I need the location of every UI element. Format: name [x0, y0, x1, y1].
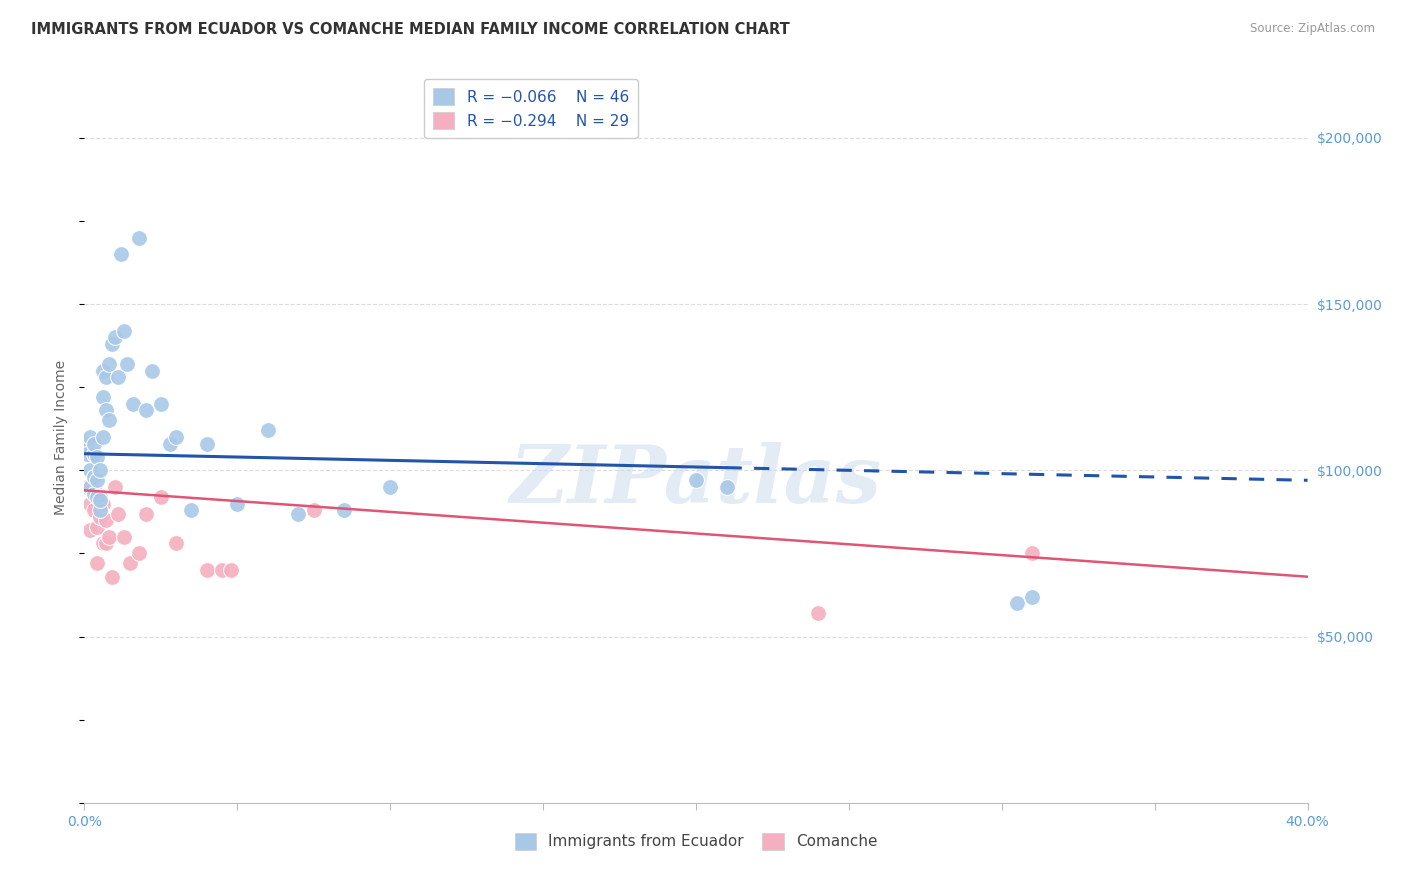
- Point: [94, 536, 117, 550]
- Point: [716, 480, 738, 494]
- Point: [94, 513, 117, 527]
- Point: [86, 473, 108, 487]
- Point: [135, 507, 157, 521]
- Point: [91, 390, 114, 404]
- Point: [89, 503, 111, 517]
- Point: [83, 470, 105, 484]
- Point: [91, 363, 114, 377]
- Point: [1005, 596, 1028, 610]
- Point: [120, 557, 142, 571]
- Point: [83, 486, 105, 500]
- Point: [79, 523, 101, 537]
- Point: [211, 563, 233, 577]
- Point: [128, 230, 150, 244]
- Point: [1021, 546, 1043, 560]
- Point: [104, 330, 127, 344]
- Point: [101, 570, 124, 584]
- Point: [91, 430, 114, 444]
- Point: [94, 370, 117, 384]
- Point: [104, 480, 127, 494]
- Point: [685, 473, 707, 487]
- Point: [333, 503, 356, 517]
- Text: ZIPatlas: ZIPatlas: [510, 442, 882, 520]
- Point: [287, 507, 309, 521]
- Point: [79, 480, 101, 494]
- Text: Source: ZipAtlas.com: Source: ZipAtlas.com: [1250, 22, 1375, 36]
- Point: [97, 413, 120, 427]
- Legend: Immigrants from Ecuador, Comanche: Immigrants from Ecuador, Comanche: [508, 825, 884, 857]
- Point: [165, 536, 187, 550]
- Point: [86, 450, 108, 464]
- Point: [219, 563, 242, 577]
- Text: IMMIGRANTS FROM ECUADOR VS COMANCHE MEDIAN FAMILY INCOME CORRELATION CHART: IMMIGRANTS FROM ECUADOR VS COMANCHE MEDI…: [31, 22, 790, 37]
- Point: [76, 447, 98, 461]
- Point: [257, 424, 280, 438]
- Point: [89, 509, 111, 524]
- Point: [112, 324, 135, 338]
- Point: [195, 563, 218, 577]
- Point: [89, 463, 111, 477]
- Point: [101, 337, 124, 351]
- Point: [226, 497, 249, 511]
- Point: [83, 503, 105, 517]
- Point: [180, 503, 202, 517]
- Point: [165, 430, 187, 444]
- Point: [107, 507, 129, 521]
- Point: [86, 490, 108, 504]
- Point: [79, 497, 101, 511]
- Point: [1021, 590, 1043, 604]
- Point: [79, 430, 101, 444]
- Point: [86, 557, 108, 571]
- Point: [110, 247, 132, 261]
- Point: [94, 403, 117, 417]
- Point: [149, 397, 172, 411]
- Point: [83, 480, 105, 494]
- Point: [79, 463, 101, 477]
- Point: [97, 357, 120, 371]
- Point: [86, 520, 108, 534]
- Point: [83, 447, 105, 461]
- Point: [122, 397, 145, 411]
- Point: [807, 607, 830, 621]
- Point: [141, 363, 163, 377]
- Point: [89, 490, 111, 504]
- Point: [195, 436, 218, 450]
- Point: [89, 493, 111, 508]
- Point: [83, 436, 105, 450]
- Point: [91, 497, 114, 511]
- Point: [76, 436, 98, 450]
- Point: [380, 480, 402, 494]
- Point: [128, 546, 150, 560]
- Point: [302, 503, 325, 517]
- Point: [97, 530, 120, 544]
- Point: [91, 536, 114, 550]
- Point: [76, 480, 98, 494]
- Point: [159, 436, 181, 450]
- Point: [112, 530, 135, 544]
- Point: [107, 370, 129, 384]
- Point: [149, 490, 172, 504]
- Y-axis label: Median Family Income: Median Family Income: [55, 359, 69, 515]
- Point: [135, 403, 157, 417]
- Point: [115, 357, 138, 371]
